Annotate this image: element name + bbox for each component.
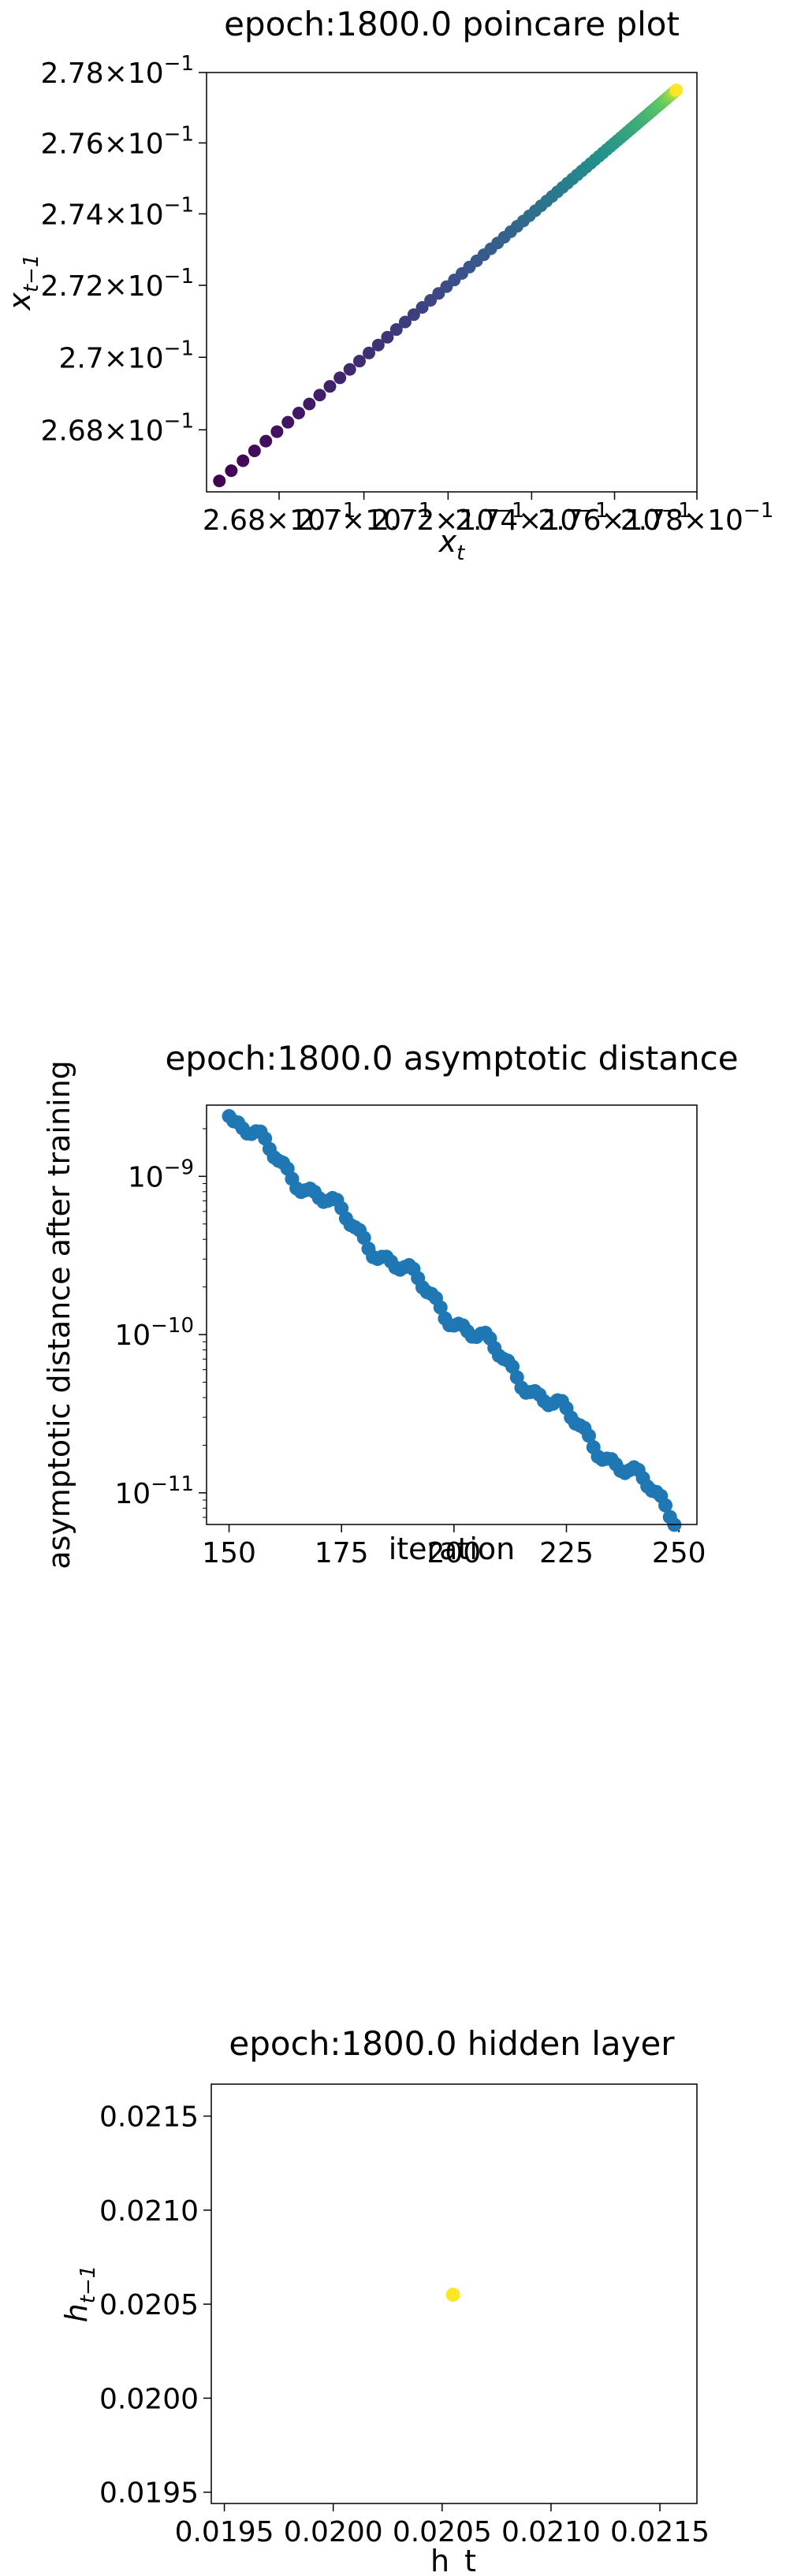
data-point [313,389,326,402]
data-point [505,1359,520,1374]
data-point [389,323,403,337]
tick-label: 2.7×10−1 [296,499,432,537]
data-point [281,415,295,429]
tick-label: 2.76×10−1 [41,122,194,160]
tick-label: 0.0215 [99,2101,199,2134]
x-axis-label: h_t [430,2544,476,2576]
plot-frame [206,1104,698,1525]
data-point [333,371,347,385]
data-point [248,444,261,457]
data-point [352,355,366,368]
tick-label: 2.78×10−1 [41,52,194,90]
tick-label: 150 [202,1537,256,1569]
chart-title: epoch:1800.0 hidden layer [229,2024,675,2063]
poincare-plot: epoch:1800.0 poincare plot 2.68×10−12.7×… [2,5,774,565]
data-point [433,1300,448,1315]
data-point [303,397,316,411]
tick-label: 0.0205 [99,2289,199,2321]
axis-ticks: 150 175 200 225 250 10−9 10−10 10−11 [114,1128,706,1569]
data-point [669,84,683,97]
tick-label: 2.72×10−1 [41,265,194,303]
data-point [323,380,337,393]
tick-label: 200 [427,1537,481,1569]
data-point [259,434,273,448]
data-point [356,1230,371,1245]
tick-label: 2.68×10−1 [41,409,194,447]
data-point [213,475,226,488]
scatter-points [445,2288,460,2302]
tick-label: 2.68×10−1 [203,499,356,537]
tick-label: 0.0210 [99,2195,199,2228]
data-point [343,363,356,376]
y-axis-label: asymptotic distance after training [42,1060,76,1569]
x-axis-label: iteration [389,1532,516,1566]
asymptotic-distance-plot: epoch:1800.0 asymptotic distance 150 175 2… [42,1039,739,1569]
data-point [407,308,420,322]
data-point [237,454,250,467]
tick-label: 2.7×10−1 [58,337,194,374]
x-axis-label: xt [438,524,466,565]
data-point [381,330,394,344]
tick-label: 2.74×10−1 [41,193,194,231]
tick-label: 2.78×10−1 [620,499,773,537]
tick-label: 225 [539,1537,594,1569]
axis-ticks: 0.0195 0.0200 0.0205 0.0210 0.0215 0.0195 0.02… [99,2101,710,2548]
scatter-points [222,1109,682,1532]
tick-label: 0.0200 [99,2383,199,2415]
data-point [225,464,238,478]
tick-label: 10−9 [128,1156,194,1193]
axis-ticks: 2.68×10−12.7×10−12.72×10−12.74×10−12.76×… [41,52,774,537]
tick-label: 0.0210 [501,2516,601,2548]
y-axis-label: ht−1 [59,2265,100,2323]
plot-frame [206,72,698,493]
tick-label: 2.76×10−1 [538,499,691,537]
tick-label: 10−10 [114,1314,194,1352]
data-point [270,425,284,438]
tick-label: 2.72×10−1 [371,499,524,537]
data-point [658,1498,673,1513]
tick-label: 10−11 [114,1472,194,1510]
tick-label: 2.74×10−1 [455,499,608,537]
tick-label: 0.0195 [99,2477,199,2510]
data-point [582,1428,597,1443]
tick-label: 250 [652,1537,706,1569]
data-point [292,407,305,420]
data-point [371,338,385,352]
tick-label: 0.0195 [175,2516,274,2548]
tick-label: 0.0215 [610,2516,710,2548]
tick-label: 0.0205 [393,2516,492,2548]
hidden-layer-plot: epoch:1800.0 hidden layer 0.0195 0.0200 0.… [59,2024,710,2576]
scatter-points [213,84,683,488]
tick-label: 0.0200 [284,2516,383,2548]
data-point [415,301,429,315]
tick-label: 175 [315,1537,369,1569]
data-point [362,346,375,359]
plot-frame [210,2083,698,2504]
y-axis-label: xt−1 [2,254,43,311]
chart-title: epoch:1800.0 asymptotic distance [165,1039,738,1078]
data-point [445,2288,460,2302]
chart-title: epoch:1800.0 poincare plot [224,5,680,43]
data-point [398,315,412,329]
